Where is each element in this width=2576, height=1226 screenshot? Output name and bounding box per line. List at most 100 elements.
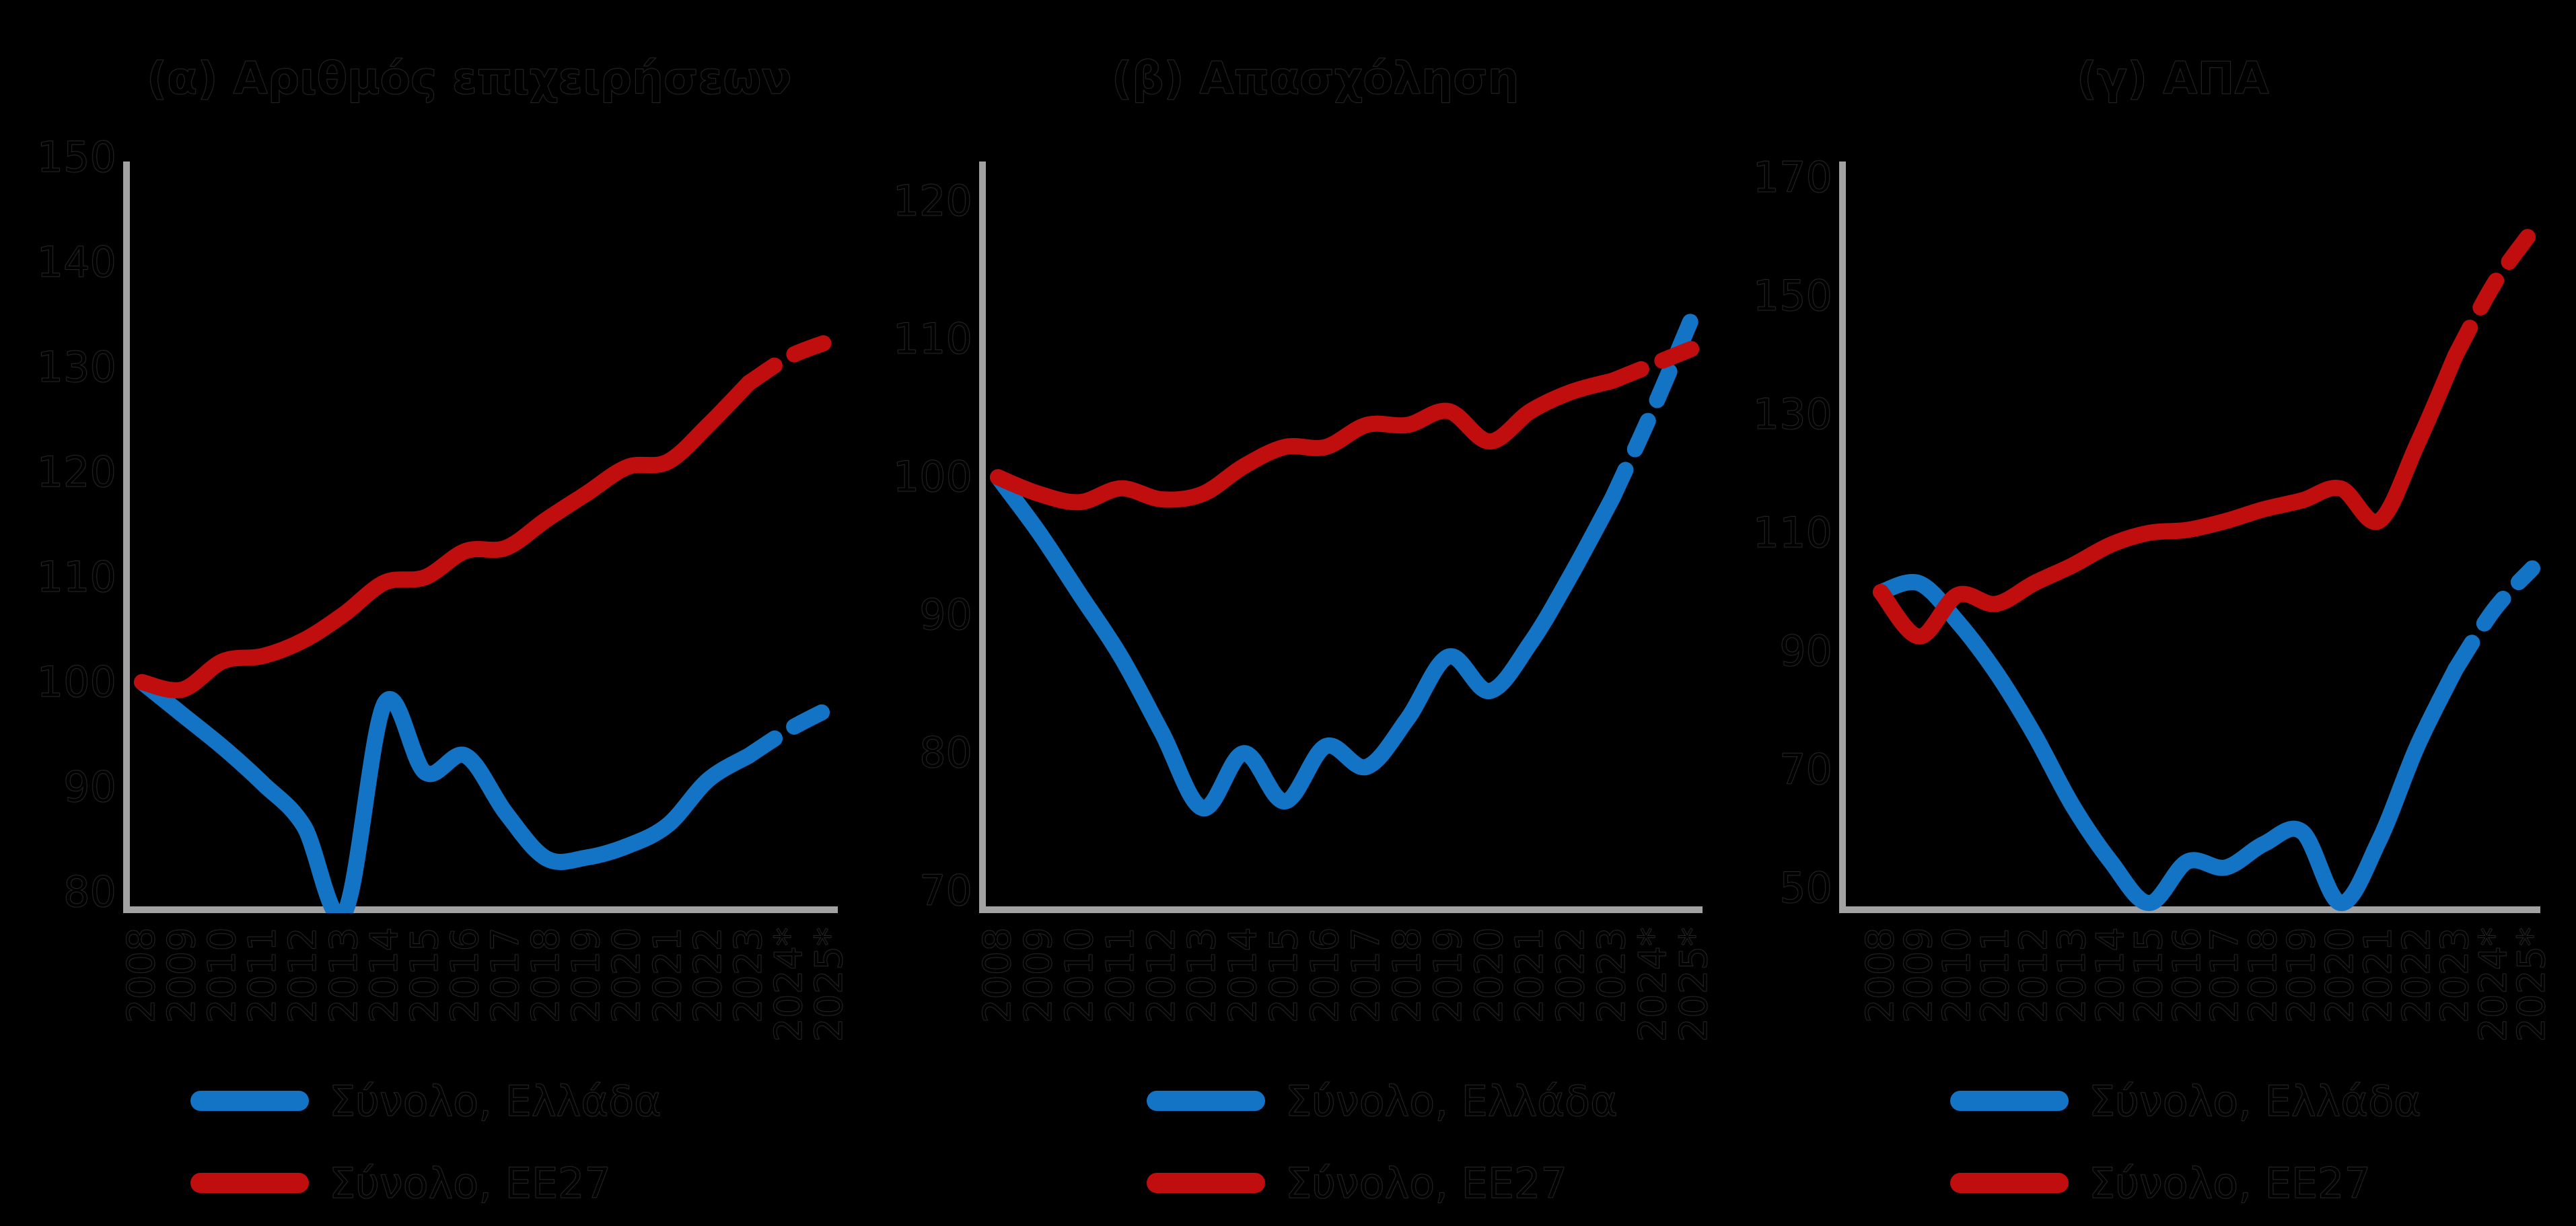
greece-line-swatch (1950, 1091, 2069, 1111)
panel-c-plot (1839, 161, 2540, 913)
y-tick-label: 90 (1779, 626, 1833, 676)
x-tick-label: 2011 (1098, 927, 1143, 1024)
x-tick-label: 2016 (2165, 927, 2209, 1024)
panel-c-title: (γ) ΑΠΑ (2077, 52, 2270, 105)
x-tick-label: 2023 (726, 927, 771, 1024)
x-tick-label: 2020 (1467, 927, 1511, 1024)
x-tick-label: 2014 (1221, 927, 1266, 1024)
x-tick-label: 2022 (686, 927, 730, 1024)
panel-b-x-axis: 2008 2009 2010 2011 2012 2013 2014 2015 2016 2017… (976, 927, 1717, 1082)
y-tick-label: 110 (36, 552, 116, 602)
panel-a-title: (α) Αριθμός επιχειρήσεων (146, 52, 792, 105)
x-tick-label: 2022 (2395, 927, 2439, 1024)
x-tick-label: 2021 (1508, 927, 1552, 1024)
y-tick-label: 90 (919, 590, 973, 640)
x-tick-label: 2010 (1935, 927, 1979, 1024)
y-tick-label: 150 (36, 132, 116, 182)
x-tick-label: 2013 (2050, 927, 2094, 1024)
x-tick-label: 2018 (1385, 927, 1429, 1024)
x-tick-label: 2009 (1896, 927, 1941, 1024)
x-tick-label: 2009 (160, 927, 205, 1024)
y-tick-label: 150 (1752, 271, 1832, 320)
x-tick-label: 2025* (808, 927, 852, 1043)
x-tick-label: 2014 (362, 927, 406, 1024)
panel-a-y-axis: 80 90 100 110 120 130 140 150 (0, 132, 116, 916)
x-tick-label: 2024* (1631, 927, 1676, 1043)
panel-c-chart (1839, 161, 2540, 913)
x-tick-label: 2010 (201, 927, 245, 1024)
x-tick-label: 2008 (1859, 927, 1903, 1024)
legend-item-eu27: Σύνολο, ΕΕ27 (1147, 1157, 1567, 1209)
legend-label-greece: Σύνολο, Ελλάδα (2089, 1076, 2422, 1126)
x-tick-label: 2015 (2126, 927, 2171, 1024)
panel-a-plot (123, 161, 838, 913)
x-tick-label: 2020 (2318, 927, 2363, 1024)
x-tick-label: 2019 (2280, 927, 2324, 1024)
greece-line-swatch (1147, 1091, 1265, 1111)
eu27-line-swatch (190, 1173, 309, 1193)
x-tick-label: 2024* (2472, 927, 2516, 1043)
x-tick-label: 2013 (1180, 927, 1225, 1024)
panel-b-plot (979, 161, 1703, 913)
x-tick-label: 2017 (2203, 927, 2248, 1024)
y-tick-label: 130 (36, 342, 116, 392)
x-tick-label: 2018 (2242, 927, 2286, 1024)
panel-b-y-axis: 70 80 90 100 110 120 (851, 161, 973, 916)
x-tick-label: 2016 (443, 927, 487, 1024)
y-tick-label: 120 (892, 176, 972, 226)
greece-line-swatch (190, 1091, 309, 1111)
y-tick-label: 100 (892, 452, 972, 502)
x-tick-label: 2017 (1344, 927, 1388, 1024)
eu27-line-swatch (1950, 1173, 2069, 1193)
eu27-line-swatch (1147, 1173, 1265, 1193)
panel-a-chart (123, 161, 838, 913)
legend-item-greece: Σύνολο, Ελλάδα (1950, 1075, 2421, 1126)
x-tick-label: 2018 (524, 927, 569, 1024)
y-tick-label: 70 (1779, 744, 1833, 794)
y-tick-label: 110 (892, 314, 972, 364)
x-tick-label: 2013 (322, 927, 366, 1024)
x-tick-label: 2023 (2433, 927, 2478, 1024)
x-tick-label: 2015 (1262, 927, 1307, 1024)
y-tick-label: 140 (36, 237, 116, 287)
x-tick-label: 2019 (565, 927, 609, 1024)
y-tick-label: 70 (919, 866, 973, 916)
panel-b-title: (β) Απασχόληση (1112, 52, 1520, 105)
y-tick-label: 120 (36, 447, 116, 497)
x-tick-label: 2011 (1973, 927, 2017, 1024)
legend-label-eu27: Σύνολο, ΕΕ27 (2089, 1158, 2371, 1208)
legend-item-eu27: Σύνολο, ΕΕ27 (190, 1157, 611, 1209)
x-tick-label: 2023 (1590, 927, 1635, 1024)
x-tick-label: 2012 (2011, 927, 2056, 1024)
y-tick-label: 100 (36, 657, 116, 707)
panel-a-x-axis: 2008 2009 2010 2011 2012 2013 2014 2015 2016 2017… (120, 927, 852, 1082)
x-tick-label: 2021 (645, 927, 690, 1024)
x-tick-label: 2017 (484, 927, 528, 1024)
panel-c-x-axis: 2008 2009 2010 2011 2012 2013 2014 2015 2016 2017… (1839, 927, 2554, 1082)
y-tick-label: 170 (1752, 152, 1832, 202)
x-tick-label: 2019 (1426, 927, 1470, 1024)
x-tick-label: 2020 (605, 927, 649, 1024)
x-tick-label: 2025* (2510, 927, 2554, 1043)
x-tick-label: 2021 (2357, 927, 2401, 1024)
x-tick-label: 2008 (976, 927, 1020, 1024)
legend-label-greece: Σύνολο, Ελλάδα (329, 1076, 662, 1126)
x-tick-label: 2010 (1057, 927, 1102, 1024)
y-tick-label: 80 (63, 867, 117, 916)
legend-label-eu27: Σύνολο, ΕΕ27 (329, 1158, 612, 1208)
x-tick-label: 2015 (402, 927, 447, 1024)
y-tick-label: 80 (919, 728, 973, 778)
panel-b-chart (979, 161, 1703, 913)
panel-c-y-axis: 50 70 90 110 130 150 170 (1711, 152, 1833, 913)
y-tick-label: 50 (1779, 863, 1833, 913)
y-tick-label: 110 (1752, 507, 1832, 557)
legend-label-greece: Σύνολο, Ελλάδα (1285, 1076, 1618, 1126)
x-tick-label: 2014 (2088, 927, 2133, 1024)
legend-label-eu27: Σύνολο, ΕΕ27 (1285, 1158, 1568, 1208)
x-tick-label: 2011 (241, 927, 285, 1024)
y-tick-label: 130 (1752, 389, 1832, 439)
legend-item-eu27: Σύνολο, ΕΕ27 (1950, 1157, 2371, 1209)
legend-item-greece: Σύνολο, Ελλάδα (1147, 1075, 1618, 1126)
legend-item-greece: Σύνολο, Ελλάδα (190, 1075, 661, 1126)
